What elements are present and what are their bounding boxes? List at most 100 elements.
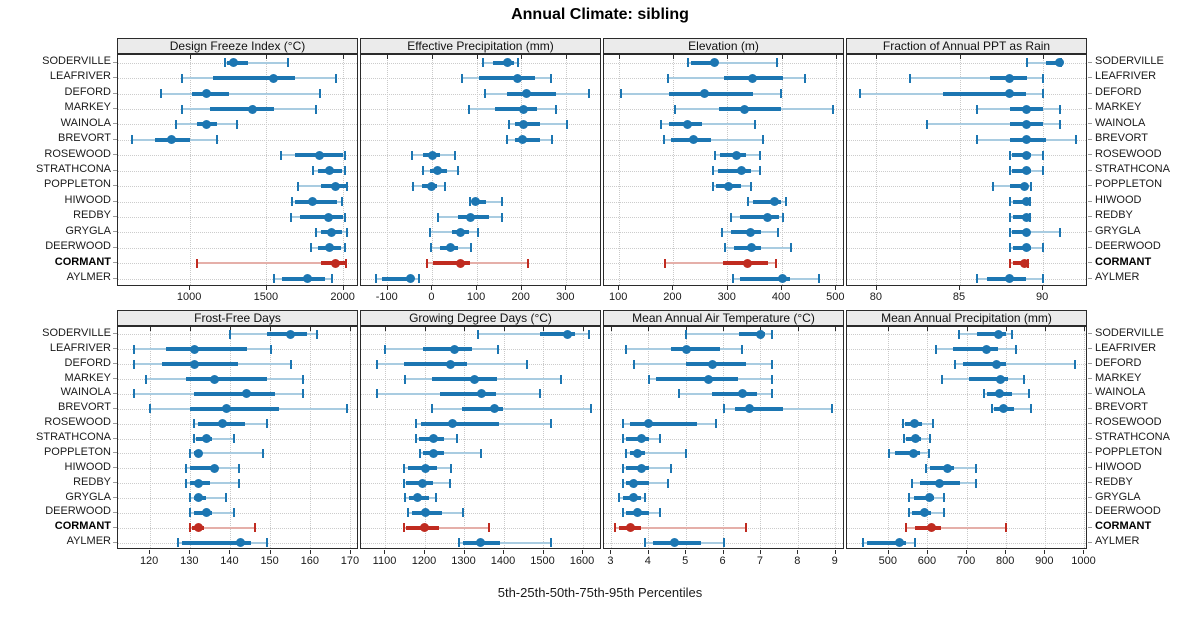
whisker-cap: [625, 344, 628, 354]
x-tick: [685, 549, 687, 554]
site-label-hiwood: HIWOOD: [1095, 460, 1142, 473]
whisker-cap: [589, 404, 592, 414]
strip-label-effective-precipitation-mm: Effective Precipitation (mm): [407, 39, 554, 53]
median-dot-hiwood: [942, 463, 952, 473]
x-tick-label: 6: [719, 555, 726, 567]
gridline-vertical: [835, 55, 837, 285]
median-dot-rosewood: [644, 419, 654, 429]
gridline-vertical: [521, 55, 523, 285]
median-dot-grygla: [925, 493, 935, 503]
median-dot-leafriver: [748, 73, 758, 83]
gridline-vertical: [797, 327, 799, 548]
whisker-cap: [551, 135, 553, 145]
median-dot-brevort: [1022, 135, 1031, 145]
whisker-cap: [1011, 329, 1014, 339]
whisker-cap: [927, 448, 930, 458]
whisker-cap: [233, 434, 236, 443]
gridline-horizontal: [604, 217, 843, 219]
median-dot-deford: [1005, 89, 1015, 99]
x-tick-top: [350, 327, 352, 331]
median-dot-grygla: [629, 493, 639, 503]
panel-growing-degree-days-c: [360, 326, 601, 549]
whisker-wainola: [926, 123, 1060, 126]
whisker-cap: [457, 538, 460, 548]
median-dot-cormant: [926, 523, 936, 533]
whisker-cap: [803, 73, 806, 83]
median-dot-markey: [469, 374, 479, 384]
whisker-cap: [469, 197, 472, 207]
site-label-deerwood: DEERWOOD: [45, 240, 111, 253]
panel-fraction-of-annual-ppt-as-rain: [846, 54, 1087, 286]
median-dot-poppleton: [330, 181, 340, 191]
x-tick-top: [310, 327, 312, 331]
whisker-cap: [687, 58, 690, 68]
y-tick: [1087, 246, 1092, 248]
x-tick: [503, 549, 505, 554]
site-label-hiwood: HIWOOD: [1095, 193, 1142, 206]
median-dot-leafriver: [189, 344, 199, 354]
panel-elevation-m: [603, 54, 844, 286]
whisker-cap: [1025, 58, 1028, 68]
gridline-vertical: [1083, 327, 1085, 548]
whisker-cap: [253, 523, 256, 533]
gridline-horizontal: [847, 263, 1086, 265]
x-tick-top: [685, 327, 687, 331]
iqr-bar-deford: [669, 91, 753, 96]
whisker-cap: [549, 73, 552, 83]
whisker-cap: [237, 463, 240, 473]
site-label-brevort: BREVORT: [1095, 401, 1148, 414]
gridline-vertical: [781, 55, 783, 285]
site-label-deerwood: DEERWOOD: [1095, 240, 1161, 253]
x-tick-top: [797, 327, 799, 331]
whisker-cap: [902, 434, 905, 443]
whisker-poppleton: [626, 452, 687, 455]
whisker-cap: [621, 419, 624, 429]
median-dot-redby: [763, 212, 773, 222]
gridline-horizontal: [847, 393, 1086, 395]
gridline-vertical: [565, 55, 567, 285]
gridline-vertical: [672, 55, 674, 285]
whisker-cap: [346, 181, 349, 191]
whisker-cormant: [197, 262, 346, 265]
gridline-vertical: [270, 327, 272, 548]
whisker-cap: [384, 344, 387, 354]
median-dot-grygla: [455, 227, 465, 237]
gridline-horizontal: [604, 278, 843, 280]
site-label-markey: MARKEY: [1095, 101, 1142, 114]
median-dot-leafriver: [450, 344, 460, 354]
y-tick: [1087, 496, 1092, 498]
whisker-cap: [404, 374, 407, 384]
whisker-cap: [412, 181, 415, 191]
whisker-cap: [1008, 166, 1011, 176]
x-tick-top: [229, 327, 231, 331]
whisker-cap: [832, 104, 835, 114]
whisker-cap: [470, 243, 473, 253]
x-tick: [342, 286, 344, 290]
whisker-cap: [550, 538, 553, 548]
x-tick-label: 140: [220, 555, 239, 567]
strip-label-frost-free-days: Frost-Free Days: [194, 311, 281, 325]
gridline-horizontal: [604, 512, 843, 514]
median-dot-hiwood: [470, 197, 480, 207]
whisker-cap: [1008, 258, 1011, 268]
whisker-cap: [425, 258, 428, 268]
whisker-cap: [507, 119, 510, 129]
iqr-bar-markey: [969, 377, 1009, 382]
whisker-cap: [501, 212, 504, 222]
median-dot-rosewood: [314, 150, 324, 160]
x-tick-label: 1300: [451, 555, 476, 567]
whisker-cap: [457, 166, 460, 176]
y-tick: [1087, 277, 1092, 279]
x-tick-label: 300: [717, 290, 736, 303]
whisker-cap: [279, 150, 282, 160]
whisker-cormant: [615, 526, 746, 529]
whisker-cap: [975, 478, 978, 488]
y-tick: [112, 348, 117, 350]
whisker-cap: [417, 274, 420, 284]
y-tick: [112, 526, 117, 528]
whisker-cap: [265, 419, 268, 429]
site-label-soderville: SODERVILLE: [42, 55, 111, 67]
median-dot-redby: [465, 212, 475, 222]
gridline-horizontal: [847, 453, 1086, 455]
median-dot-wainola: [242, 389, 252, 399]
